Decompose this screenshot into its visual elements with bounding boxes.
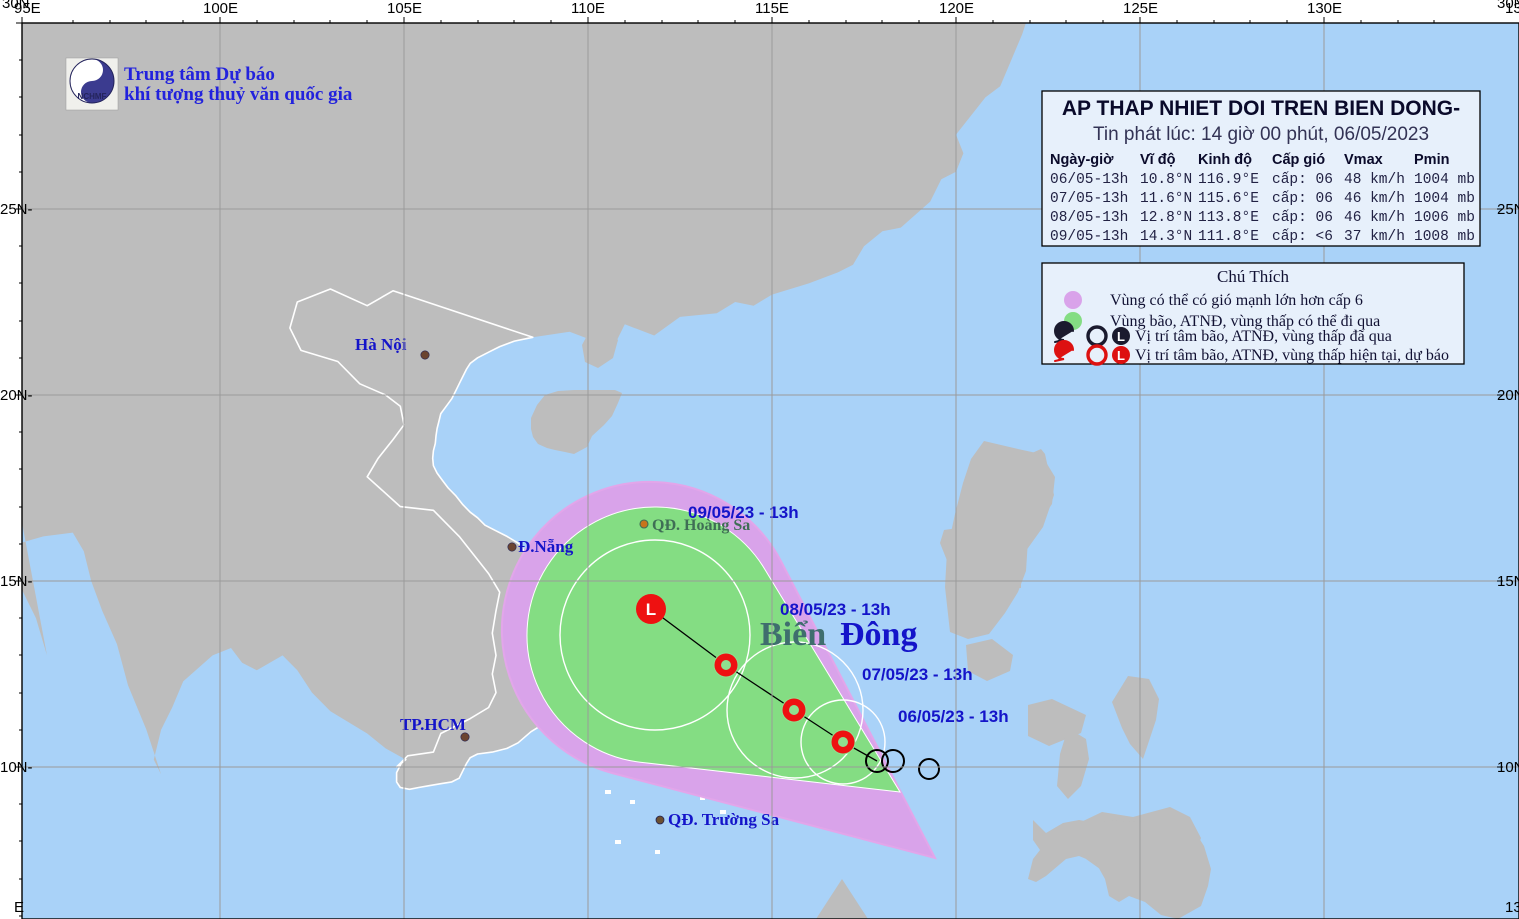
- svg-text:105E: 105E: [387, 0, 422, 17]
- svg-text:Ngày-giờ: Ngày-giờ: [1050, 152, 1114, 168]
- svg-text:cấp: 06: cấp: 06: [1272, 209, 1333, 226]
- svg-text:QĐ. Trường Sa: QĐ. Trường Sa: [668, 810, 780, 829]
- svg-text:cấp: 06: cấp: 06: [1272, 190, 1333, 207]
- svg-text:L: L: [1117, 329, 1125, 344]
- svg-text:15N-: 15N-: [0, 573, 33, 590]
- svg-text:25N: 25N: [1497, 201, 1519, 218]
- svg-text:Vị trí tâm bão, ATNĐ, vùng thấ: Vị trí tâm bão, ATNĐ, vùng thấp hiện tại…: [1135, 347, 1449, 364]
- svg-text:khí tượng thuỷ văn quốc gia: khí tượng thuỷ văn quốc gia: [124, 84, 353, 105]
- svg-text:09/05-13h: 09/05-13h: [1050, 229, 1128, 245]
- svg-text:Đ.Nẵng: Đ.Nẵng: [518, 537, 574, 556]
- svg-text:cấp: <6: cấp: <6: [1272, 228, 1333, 245]
- svg-text:1008 mb: 1008 mb: [1414, 229, 1475, 245]
- svg-text:30N: 30N: [1497, 0, 1519, 12]
- svg-text:13: 13: [1505, 899, 1519, 916]
- svg-text:10N: 10N: [1497, 759, 1519, 776]
- svg-text:L: L: [646, 600, 656, 619]
- svg-text:Chú Thích: Chú Thích: [1217, 267, 1289, 286]
- svg-text:07/05-13h: 07/05-13h: [1050, 191, 1128, 207]
- svg-text:120E: 120E: [939, 0, 974, 17]
- svg-text:46 km/h: 46 km/h: [1344, 191, 1405, 207]
- svg-text:06/05/23 - 13h: 06/05/23 - 13h: [898, 707, 1009, 726]
- svg-text:AP THAP NHIET DOI TREN BIEN DO: AP THAP NHIET DOI TREN BIEN DONG-: [1062, 97, 1460, 120]
- svg-text:110E: 110E: [571, 0, 605, 17]
- svg-text:1004 mb: 1004 mb: [1414, 191, 1475, 207]
- svg-text:10N-: 10N-: [0, 759, 33, 776]
- svg-text:E: E: [14, 899, 24, 916]
- svg-text:Vmax: Vmax: [1344, 152, 1383, 168]
- svg-text:Vĩ độ: Vĩ độ: [1140, 152, 1176, 168]
- svg-text:20N: 20N: [1497, 387, 1519, 404]
- svg-text:12.8°N: 12.8°N: [1140, 210, 1192, 226]
- svg-text:130E: 130E: [1307, 0, 1342, 17]
- svg-text:113.8°E: 113.8°E: [1198, 210, 1259, 226]
- svg-text:Trung tâm Dự báo: Trung tâm Dự báo: [124, 64, 275, 85]
- svg-text:1006 mb: 1006 mb: [1414, 210, 1475, 226]
- svg-text:L: L: [1117, 348, 1125, 363]
- svg-text:48 km/h: 48 km/h: [1344, 172, 1405, 188]
- svg-text:111.8°E: 111.8°E: [1198, 229, 1259, 245]
- svg-text:cấp: 06: cấp: 06: [1272, 171, 1333, 188]
- svg-text:15N: 15N: [1497, 573, 1519, 590]
- svg-text:Tin phát lúc: 14 giờ 00 phút,: Tin phát lúc: 14 giờ 00 phút, 06/05/2023: [1093, 124, 1429, 145]
- svg-text:115.6°E: 115.6°E: [1198, 191, 1259, 207]
- svg-text:25N-: 25N-: [0, 201, 33, 218]
- svg-text:Biển: Biển: [760, 616, 826, 653]
- svg-text:1004 mb: 1004 mb: [1414, 172, 1475, 188]
- svg-text:QĐ. Hoàng Sa: QĐ. Hoàng Sa: [652, 517, 750, 534]
- svg-text:46 km/h: 46 km/h: [1344, 210, 1405, 226]
- svg-text:Cấp gió: Cấp gió: [1272, 152, 1325, 168]
- svg-text:Kinh độ: Kinh độ: [1198, 152, 1252, 168]
- svg-text:10.8°N: 10.8°N: [1140, 172, 1192, 188]
- svg-text:TP.HCM: TP.HCM: [400, 715, 466, 734]
- svg-text:Vị trí tâm bão, ATNĐ, vùng thấ: Vị trí tâm bão, ATNĐ, vùng thấp đã qua: [1135, 328, 1392, 345]
- svg-text:116.9°E: 116.9°E: [1198, 172, 1259, 188]
- svg-text:Pmin: Pmin: [1414, 152, 1449, 168]
- svg-text:30N: 30N: [2, 0, 30, 12]
- svg-text:06/05-13h: 06/05-13h: [1050, 172, 1128, 188]
- svg-text:NCHMF: NCHMF: [78, 92, 107, 101]
- svg-text:Vùng có thể có gió mạnh lớn hơ: Vùng có thể có gió mạnh lớn hơn cấp 6: [1110, 292, 1363, 309]
- svg-text:Hà Nội: Hà Nội: [355, 335, 407, 354]
- svg-text:14.3°N: 14.3°N: [1140, 229, 1192, 245]
- svg-text:08/05-13h: 08/05-13h: [1050, 210, 1128, 226]
- svg-text:11.6°N: 11.6°N: [1140, 191, 1192, 207]
- svg-text:Đông: Đông: [840, 616, 917, 653]
- svg-text:37 km/h: 37 km/h: [1344, 229, 1405, 245]
- svg-text:100E: 100E: [203, 0, 238, 17]
- svg-text:125E: 125E: [1123, 0, 1158, 17]
- svg-text:115E: 115E: [755, 0, 789, 17]
- svg-text:20N-: 20N-: [0, 387, 33, 404]
